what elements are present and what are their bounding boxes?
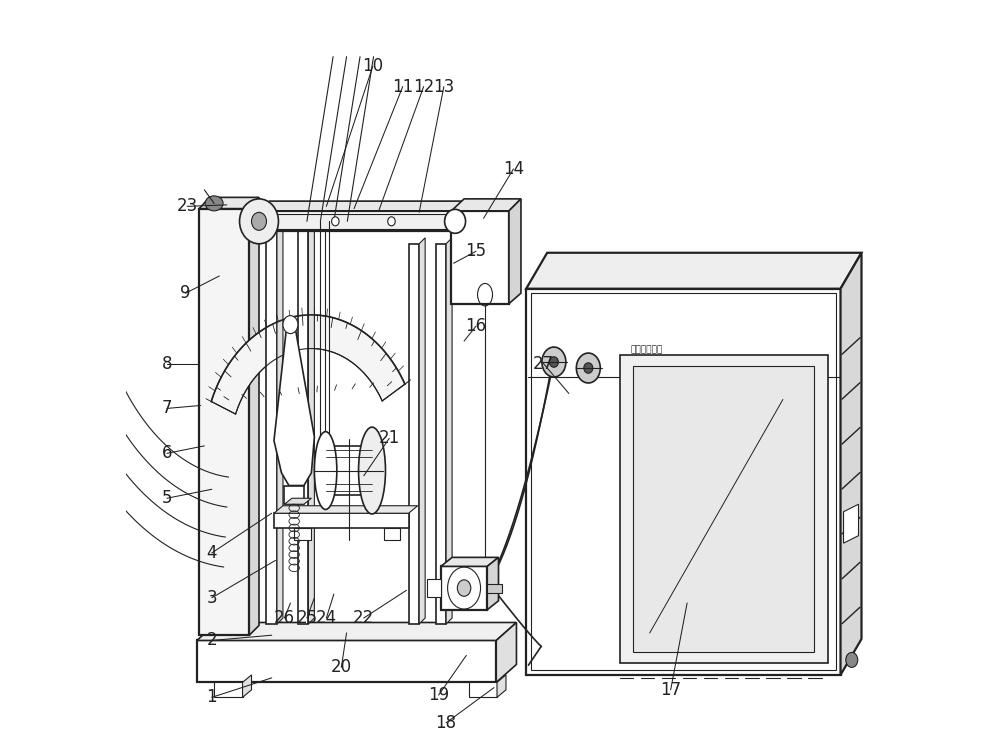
Polygon shape: [214, 682, 243, 697]
Polygon shape: [620, 354, 828, 663]
Text: 23: 23: [177, 198, 198, 216]
Polygon shape: [284, 498, 311, 504]
Polygon shape: [509, 199, 521, 304]
Ellipse shape: [846, 652, 858, 667]
Ellipse shape: [457, 580, 471, 596]
Text: 传感器: 传感器: [550, 363, 565, 372]
Polygon shape: [384, 529, 400, 540]
Ellipse shape: [388, 217, 395, 225]
Polygon shape: [266, 227, 277, 624]
Ellipse shape: [445, 210, 466, 233]
Text: 12: 12: [413, 78, 434, 96]
Text: 25: 25: [296, 609, 317, 627]
Polygon shape: [451, 211, 509, 304]
Polygon shape: [326, 446, 372, 495]
Polygon shape: [274, 326, 314, 486]
Polygon shape: [526, 253, 861, 289]
Polygon shape: [199, 209, 249, 635]
Polygon shape: [243, 675, 252, 697]
Text: 17: 17: [660, 681, 681, 699]
Polygon shape: [451, 199, 521, 211]
Text: 27: 27: [533, 354, 554, 372]
Polygon shape: [294, 529, 311, 540]
Text: 16: 16: [465, 317, 487, 335]
Polygon shape: [496, 623, 516, 682]
Text: 26: 26: [274, 609, 295, 627]
Polygon shape: [211, 315, 405, 414]
Text: 6: 6: [162, 444, 172, 462]
Polygon shape: [409, 244, 419, 624]
Polygon shape: [419, 238, 425, 624]
Ellipse shape: [314, 431, 337, 510]
Polygon shape: [469, 682, 497, 697]
Polygon shape: [259, 211, 461, 231]
Text: 24: 24: [316, 609, 337, 627]
Polygon shape: [259, 214, 455, 228]
Polygon shape: [841, 253, 861, 675]
Polygon shape: [284, 486, 304, 504]
Text: 14: 14: [503, 160, 524, 178]
Polygon shape: [277, 222, 283, 624]
Text: 4: 4: [207, 544, 217, 562]
Ellipse shape: [359, 428, 385, 514]
Text: 18: 18: [436, 714, 457, 732]
Text: 8: 8: [162, 354, 172, 372]
Text: 22: 22: [353, 609, 374, 627]
Polygon shape: [259, 201, 472, 211]
Polygon shape: [436, 244, 446, 624]
Text: 9: 9: [180, 284, 191, 302]
Ellipse shape: [240, 199, 278, 244]
Text: 电机: 电机: [550, 348, 560, 357]
Text: 19: 19: [428, 686, 449, 704]
Polygon shape: [197, 623, 516, 640]
Polygon shape: [249, 198, 259, 635]
Polygon shape: [497, 675, 506, 697]
Polygon shape: [844, 504, 859, 543]
Polygon shape: [199, 198, 259, 209]
Text: 13: 13: [433, 78, 454, 96]
Ellipse shape: [549, 357, 558, 367]
Text: 20: 20: [331, 658, 352, 676]
Text: 2: 2: [207, 631, 217, 649]
Ellipse shape: [332, 217, 339, 225]
Text: 10: 10: [362, 57, 383, 75]
Ellipse shape: [252, 213, 266, 230]
Ellipse shape: [576, 353, 600, 383]
Ellipse shape: [542, 347, 566, 377]
Polygon shape: [487, 584, 502, 593]
Polygon shape: [441, 566, 487, 610]
Text: 5: 5: [162, 489, 172, 507]
Text: 摆秋干演示仪: 摆秋干演示仪: [631, 345, 663, 354]
Text: 7: 7: [162, 400, 172, 418]
Text: 11: 11: [392, 78, 413, 96]
Ellipse shape: [584, 363, 593, 373]
Polygon shape: [308, 222, 314, 624]
Text: 15: 15: [465, 242, 487, 260]
Text: 3: 3: [207, 589, 217, 607]
Polygon shape: [274, 513, 409, 529]
Polygon shape: [526, 289, 841, 675]
Text: 21: 21: [379, 429, 400, 447]
Polygon shape: [446, 238, 452, 624]
Ellipse shape: [283, 316, 298, 333]
Polygon shape: [633, 366, 814, 651]
Polygon shape: [427, 579, 441, 597]
Polygon shape: [441, 557, 499, 566]
Ellipse shape: [205, 196, 223, 211]
Polygon shape: [487, 557, 499, 610]
Polygon shape: [274, 506, 418, 513]
Text: 1: 1: [207, 688, 217, 706]
Polygon shape: [298, 227, 308, 624]
Polygon shape: [197, 640, 496, 682]
